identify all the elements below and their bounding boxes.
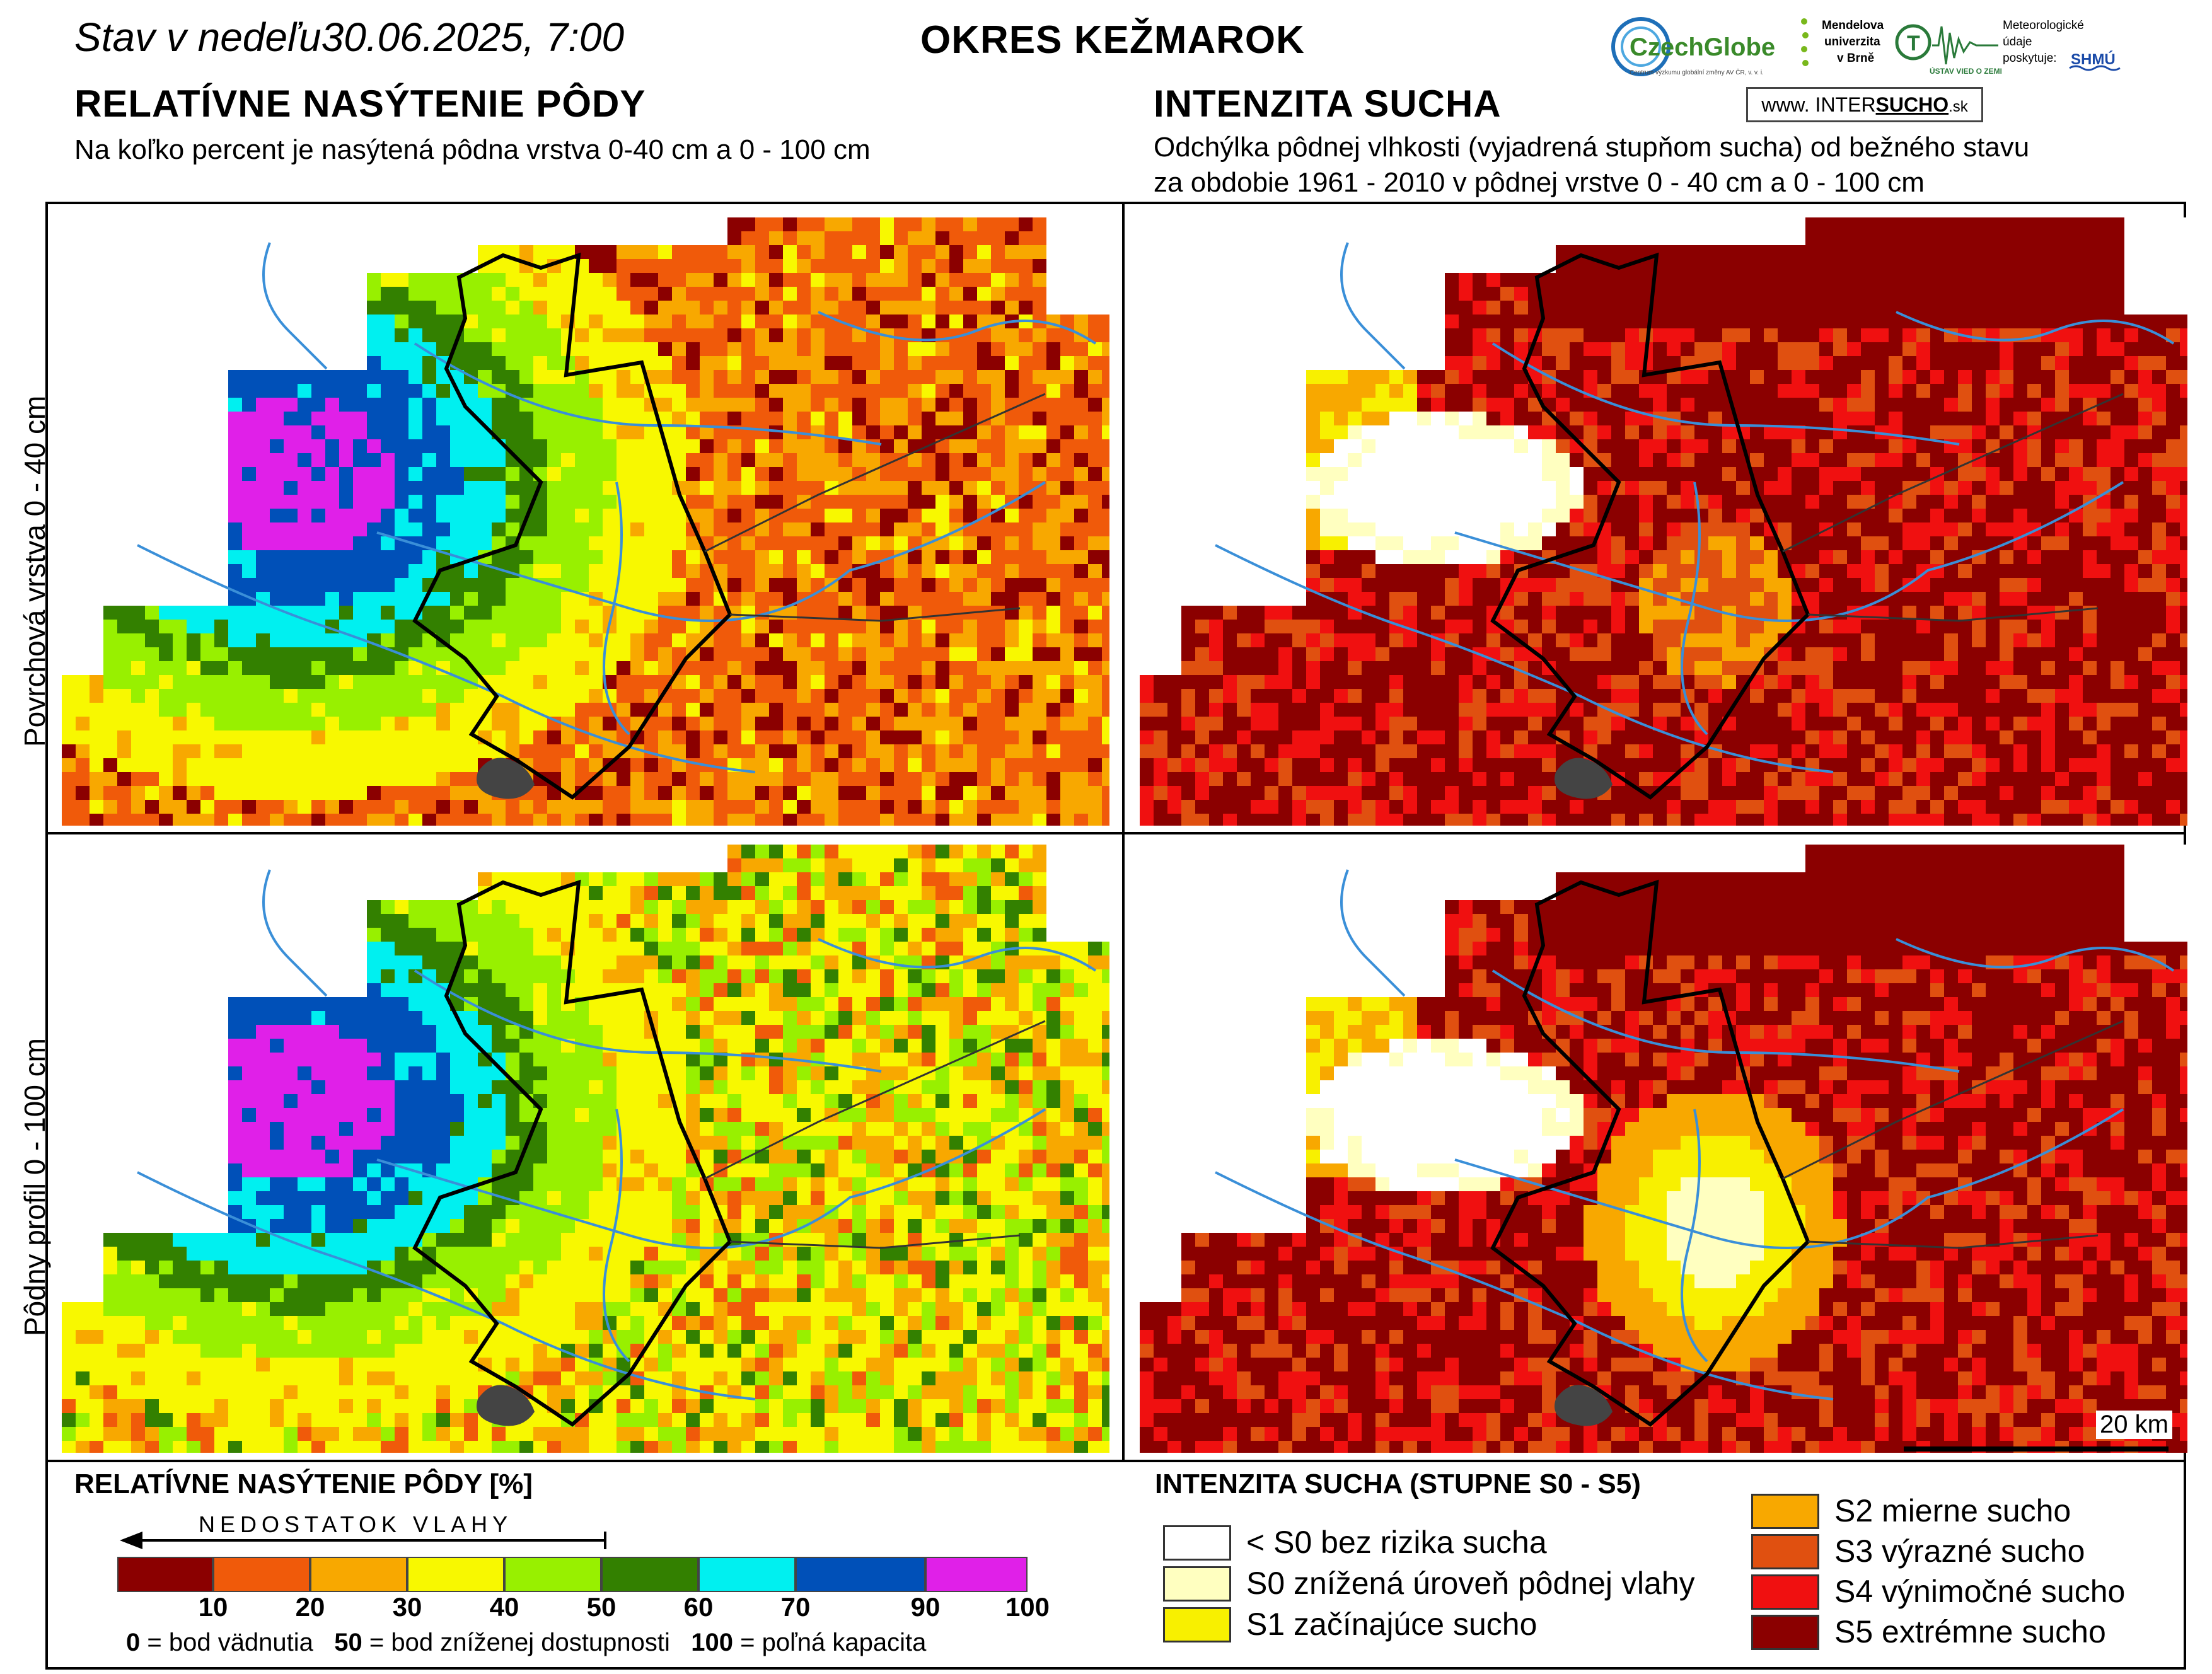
right-panel-title: INTENZITA SUCHA: [1154, 83, 1502, 125]
ustav-text: ÚSTAV VIED O ZEMI: [1930, 66, 2001, 76]
legend-tick-label: 60: [683, 1592, 714, 1622]
mendel-line-2: univerzita: [1824, 35, 1880, 49]
date-value: 30.06.2025, 7:00: [321, 14, 625, 60]
mendel-line-1: Mendelova: [1822, 19, 1884, 32]
intersucho-mid: SUCHO: [1875, 93, 1949, 116]
legend-drought-label: S0 znížená úroveň pôdnej vlahy: [1246, 1566, 1695, 1601]
legend-saturation-title: RELATÍVNE NASÝTENIE PÔDY [%]: [74, 1469, 533, 1499]
intersucho-prefix: www. INTER: [1761, 93, 1876, 116]
date-prefix: Stav v nedeľu: [74, 14, 321, 60]
legend-saturation-colorbar: [117, 1557, 1028, 1592]
legend-drought-swatch: [1751, 1494, 1819, 1529]
map-drought-0-100cm: [1140, 845, 2187, 1453]
legend-color-7: [698, 1557, 796, 1592]
intersucho-suffix: .sk: [1949, 98, 1968, 115]
row-label-top: Povrchová vrstva 0 - 40 cm: [18, 395, 51, 747]
legend-drought-swatch: [1751, 1574, 1819, 1610]
svg-text:T: T: [1907, 32, 1920, 55]
meteo-line-2: údaje: [2003, 35, 2032, 49]
note-50-value: 50: [334, 1629, 362, 1656]
legend-drought-swatch: [1751, 1534, 1819, 1569]
legend-arrow-label: NEDOSTATOK VLAHY: [199, 1511, 513, 1537]
scale-bar-label: 20 km: [2096, 1411, 2172, 1439]
meteo-logo: Meteorologické údaje poskytuje: SHMÚ: [2001, 14, 2134, 83]
legend-tick-label: 10: [198, 1592, 228, 1622]
district-title: OKRES KEŽMAROK: [920, 18, 1305, 62]
mendel-line-3: v Brně: [1837, 52, 1874, 65]
note-0-text: = bod vädnutia: [140, 1629, 313, 1656]
note-100-text: = poľná kapacita: [733, 1629, 927, 1656]
legend-drought-label: < S0 bez rizika sucha: [1246, 1525, 1547, 1560]
czechglobe-logo: CzechGlobe Centrum výzkumu globální změn…: [1611, 14, 1793, 83]
row-label-bottom: Pôdny profil 0 - 100 cm: [18, 1037, 51, 1336]
map-saturation-0-100cm: [62, 845, 1109, 1453]
legend-drought-title: INTENZITA SUCHA (STUPNE S0 - S5): [1155, 1469, 1641, 1499]
map-drought-0-40cm: [1140, 217, 2187, 826]
legend-saturation-note: 0 = bod vädnutia 50 = bod zníženej dostu…: [126, 1629, 926, 1657]
note-50-text: = bod zníženej dostupnosti: [362, 1629, 670, 1656]
shmu-text: SHMÚ: [2071, 50, 2116, 68]
frame-legend-divider: [45, 1460, 2186, 1462]
legend-drought-label: S2 mierne sucho: [1834, 1493, 2071, 1528]
czechglobe-subtext: Centrum výzkumu globální změny AV ČR, v.…: [1630, 68, 1764, 76]
legend-tick-label: 20: [295, 1592, 325, 1622]
date-line: Stav v nedeľu30.06.2025, 7:00: [74, 14, 624, 61]
legend-color-3: [310, 1557, 407, 1592]
left-panel-subtitle: Na koľko percent je nasýtená pôdna vrstv…: [74, 134, 871, 165]
legend-tick-label: 30: [392, 1592, 422, 1622]
note-100-value: 100: [691, 1629, 733, 1656]
legend-tick-label: 50: [586, 1592, 617, 1622]
legend-drought-label: S1 začínajúce sucho: [1246, 1607, 1537, 1642]
intersucho-logo: www. INTERSUCHO.sk: [1746, 87, 1983, 122]
legend-color-2: [213, 1557, 310, 1592]
meteo-line-3: poskytuje:: [2003, 52, 2057, 65]
left-panel-title: RELATÍVNE NASÝTENIE PÔDY: [74, 83, 646, 125]
right-panel-subtitle-2: za obdobie 1961 - 2010 v pôdnej vrstve 0…: [1154, 167, 1925, 198]
legend-tick-label: 100: [1005, 1592, 1050, 1622]
frame-row-divider: [45, 832, 2186, 834]
legend-drought-swatch: [1163, 1607, 1231, 1642]
meteo-line-1: Meteorologické: [2003, 19, 2084, 32]
note-0-value: 0: [126, 1629, 141, 1656]
czechglobe-text: CzechGlobe: [1630, 33, 1775, 61]
legend-color-1: [117, 1557, 213, 1592]
legend-tick-label: 70: [780, 1592, 811, 1622]
legend-drought-swatch: [1163, 1566, 1231, 1602]
legend-drought-swatch: [1163, 1525, 1231, 1561]
legend-color-9: [925, 1557, 1028, 1592]
legend-drought-label: S3 výrazné sucho: [1834, 1533, 2085, 1569]
legend-color-6: [601, 1557, 698, 1592]
legend-color-4: [407, 1557, 504, 1592]
map-saturation-0-40cm: [62, 217, 1109, 826]
legend-saturation-ticks: 10 20 30 40 50 60 70 90 100: [117, 1592, 1050, 1624]
right-panel-subtitle-1: Odchýlka pôdnej vlhkosti (vyjadrená stup…: [1154, 132, 2030, 163]
ustav-logo: T ÚSTAV VIED O ZEMI: [1894, 14, 2002, 83]
legend-arrow: [120, 1532, 606, 1549]
legend-tick-label: 40: [489, 1592, 519, 1622]
legend-color-8: [796, 1557, 925, 1592]
scale-bar: [1904, 1446, 2169, 1452]
legend-drought-label: S5 extrémne sucho: [1834, 1614, 2106, 1649]
mendel-logo: Mendelova univerzita v Brně: [1797, 14, 1891, 83]
legend-drought-label: S4 výnimočné sucho: [1834, 1574, 2126, 1609]
legend-drought-swatch: [1751, 1615, 1819, 1650]
legend-color-5: [504, 1557, 601, 1592]
legend-tick-label: 90: [910, 1592, 941, 1622]
